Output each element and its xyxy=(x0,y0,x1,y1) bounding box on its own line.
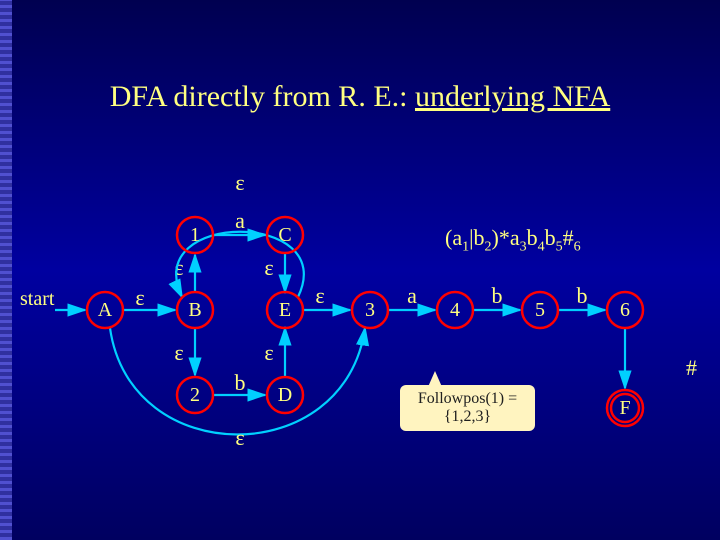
node-label-5: 5 xyxy=(535,299,545,321)
edge-label-1-C: a xyxy=(235,208,245,233)
start-label: start xyxy=(20,288,55,310)
edge-label-B-2: ε xyxy=(174,340,183,365)
nfa-diagram: εεεabεεεabbεε AB12CDE3456F start xyxy=(0,0,720,540)
node-label-A: A xyxy=(98,299,113,321)
node-label-F: F xyxy=(619,397,630,419)
edge-label-A-3: ε xyxy=(235,425,244,450)
node-label-E: E xyxy=(279,299,291,321)
node-label-D: D xyxy=(278,384,292,406)
edge-label-E-3: ε xyxy=(315,283,324,308)
edge-label-2-D: b xyxy=(235,370,246,395)
edge-label-C-E: ε xyxy=(264,255,273,280)
node-label-3: 3 xyxy=(365,299,375,321)
node-label-6: 6 xyxy=(620,299,630,321)
edge-label-E-B: ε xyxy=(235,170,244,195)
edge-label-A-B: ε xyxy=(135,285,144,310)
node-label-2: 2 xyxy=(190,384,200,406)
node-label-1: 1 xyxy=(190,224,200,246)
node-label-4: 4 xyxy=(450,299,460,321)
edge-label-D-E: ε xyxy=(264,340,273,365)
edge-label-4-5: b xyxy=(492,283,503,308)
edge-label-3-4: a xyxy=(407,283,417,308)
edge-label-5-6: b xyxy=(577,283,588,308)
node-label-C: C xyxy=(278,224,291,246)
node-label-B: B xyxy=(188,299,201,321)
